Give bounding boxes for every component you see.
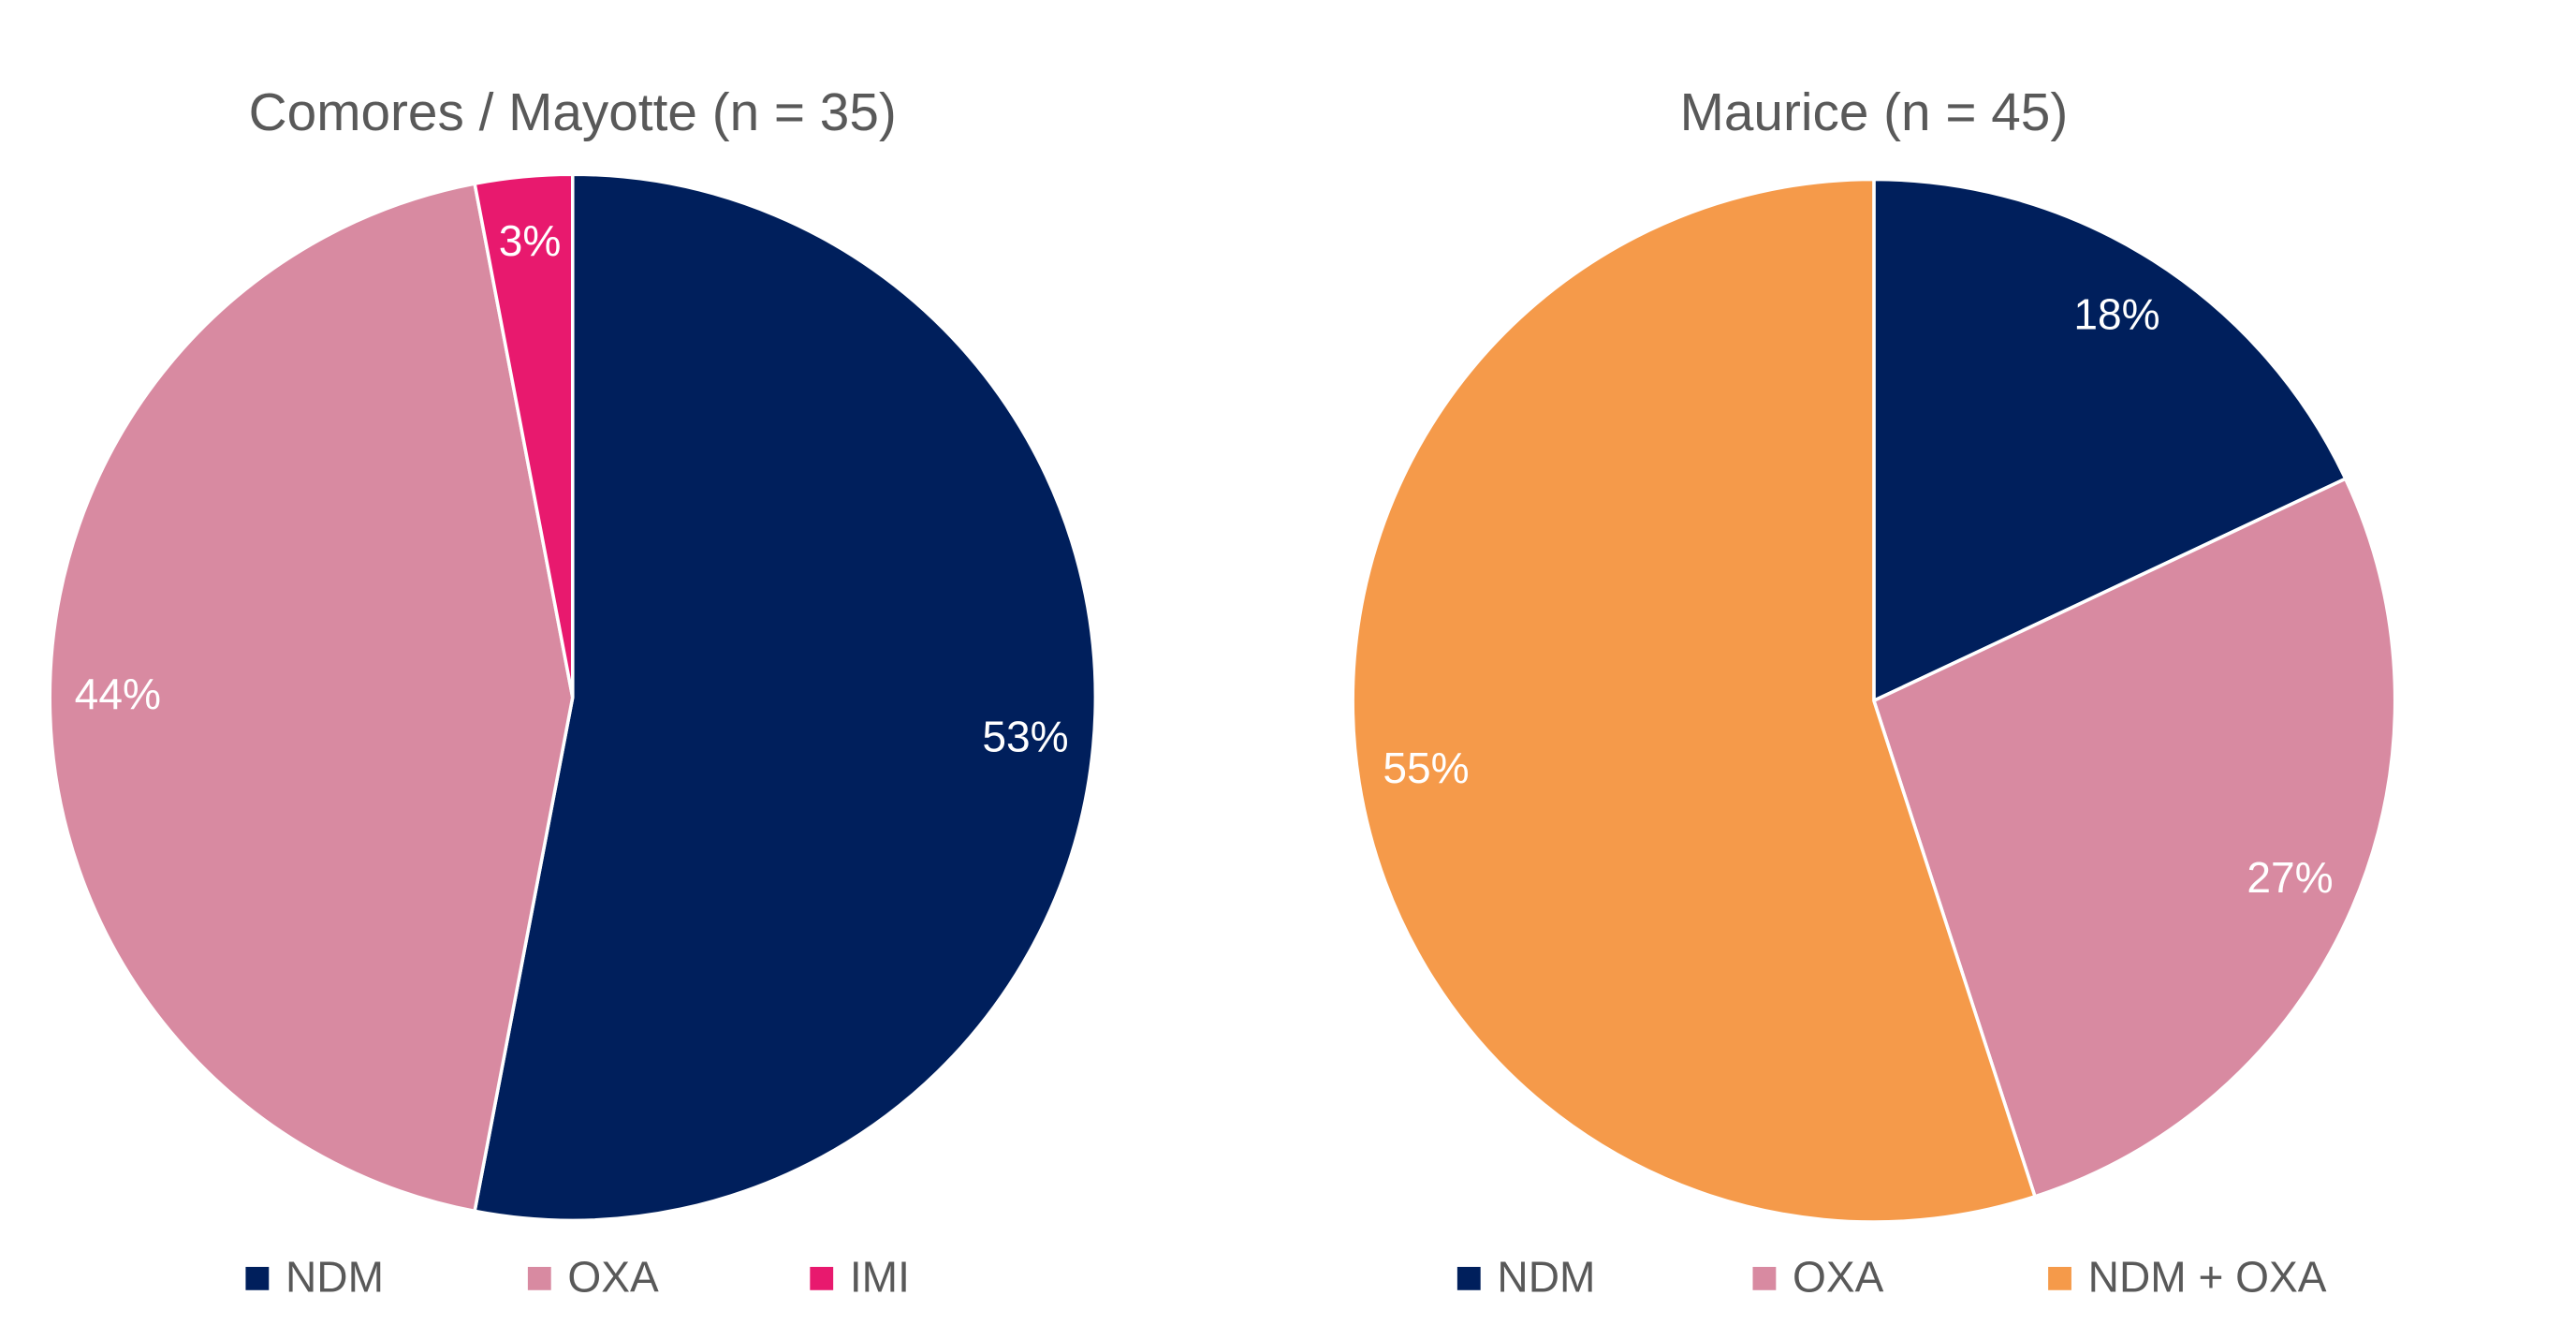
- pie-slice: [473, 172, 1098, 1223]
- value-label: 3%: [499, 216, 562, 265]
- legend-swatch: [527, 1266, 551, 1290]
- pie-slice: [1351, 177, 2038, 1224]
- value-label: 53%: [982, 713, 1068, 761]
- pie-slice: [1872, 177, 2349, 704]
- value-label: 44%: [75, 670, 161, 718]
- legend-swatch: [245, 1266, 270, 1290]
- pie-slice: [1871, 476, 2397, 1200]
- legend-label: NDM: [1497, 1252, 1595, 1301]
- legend-label: NDM: [285, 1252, 384, 1301]
- value-label: 18%: [2073, 289, 2159, 338]
- value-label: 55%: [1383, 743, 1469, 792]
- legend-label: NDM + OXA: [2088, 1252, 2327, 1301]
- legend-swatch: [1752, 1266, 1777, 1290]
- legend-label: OXA: [567, 1252, 659, 1301]
- value-label: 27%: [2247, 853, 2333, 902]
- legend-swatch: [2048, 1266, 2071, 1290]
- legend-label: IMI: [850, 1252, 910, 1301]
- chart-title: Comores / Mayotte (n = 35): [249, 83, 897, 142]
- pie-slice: [473, 172, 575, 699]
- pie-slice: [48, 182, 575, 1214]
- chart-title: Maurice (n = 45): [1680, 83, 2069, 142]
- legend-swatch: [1456, 1266, 1481, 1290]
- legend-swatch: [810, 1266, 834, 1290]
- legend-label: OXA: [1793, 1252, 1884, 1301]
